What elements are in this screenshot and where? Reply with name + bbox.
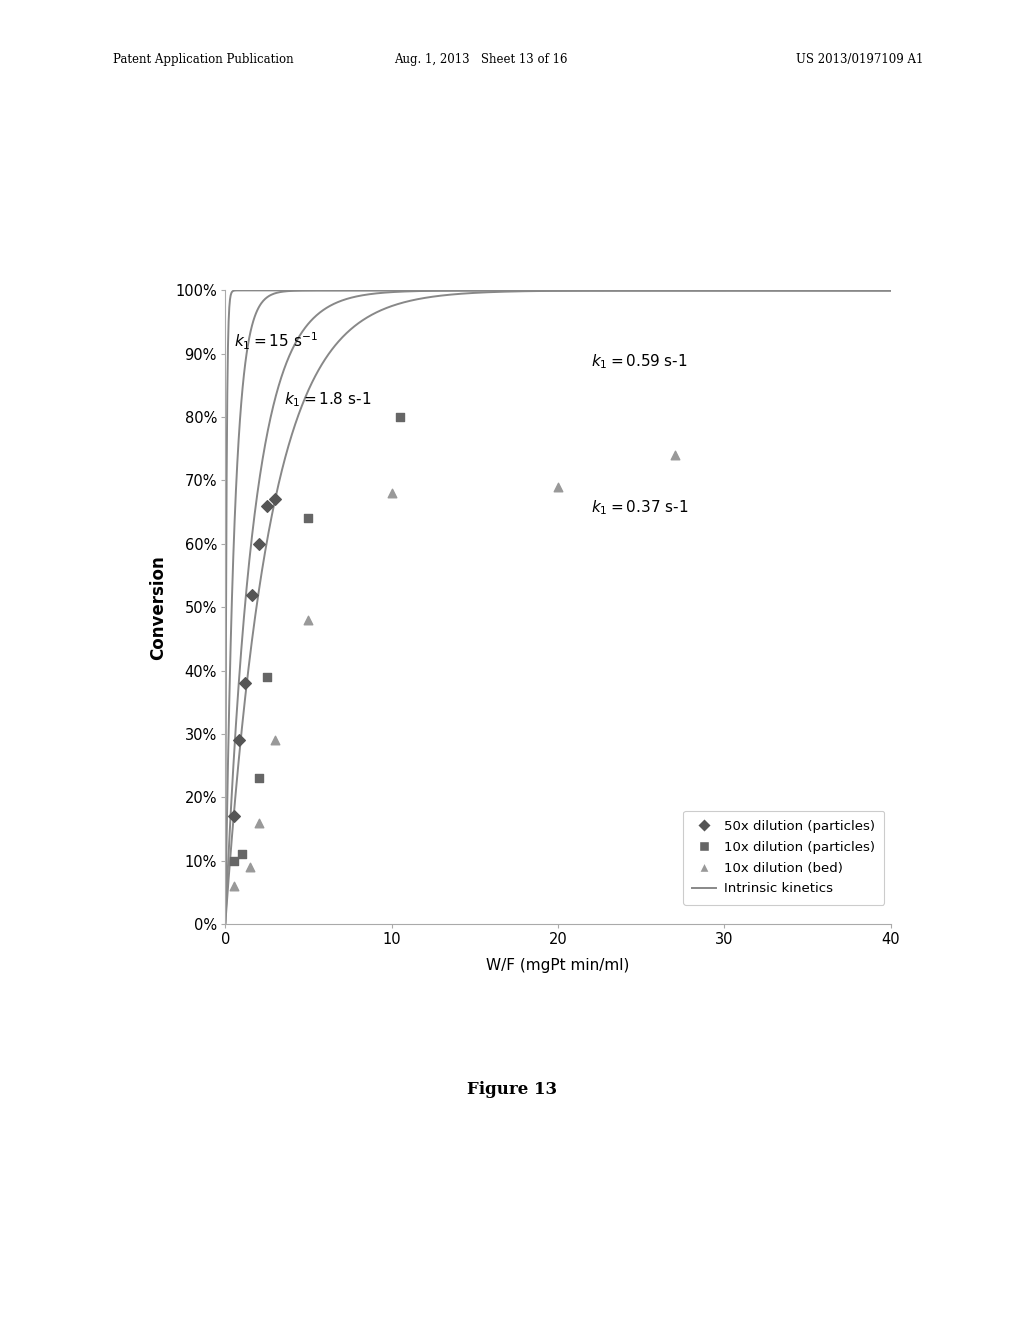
Point	[237, 673, 254, 694]
Point	[392, 407, 409, 428]
Text: Aug. 1, 2013   Sheet 13 of 16: Aug. 1, 2013 Sheet 13 of 16	[394, 53, 568, 66]
Point	[259, 667, 275, 688]
Point	[242, 857, 258, 878]
Point	[230, 730, 247, 751]
Point	[383, 483, 399, 504]
Text: $k_1 = 1.8\ \mathrm{s\text{-}1}$: $k_1 = 1.8\ \mathrm{s\text{-}1}$	[284, 391, 371, 409]
Point	[250, 533, 266, 554]
Text: US 2013/0197109 A1: US 2013/0197109 A1	[797, 53, 924, 66]
Point	[225, 875, 242, 896]
Point	[250, 812, 266, 833]
Text: $k_1 = 15\ \mathrm{s}^{-1}$: $k_1 = 15\ \mathrm{s}^{-1}$	[234, 331, 318, 352]
Point	[267, 730, 284, 751]
Point	[225, 805, 242, 826]
Point	[300, 610, 316, 631]
Point	[250, 768, 266, 789]
Text: $k_1 = 0.59\ \mathrm{s\text{-}1}$: $k_1 = 0.59\ \mathrm{s\text{-}1}$	[592, 352, 688, 371]
Point	[667, 445, 683, 466]
X-axis label: W/F (mgPt min/ml): W/F (mgPt min/ml)	[486, 958, 630, 973]
Point	[233, 843, 250, 865]
Point	[259, 495, 275, 516]
Point	[225, 850, 242, 871]
Text: Patent Application Publication: Patent Application Publication	[113, 53, 293, 66]
Point	[300, 508, 316, 529]
Legend: 50x dilution (particles), 10x dilution (particles), 10x dilution (bed), Intrinsi: 50x dilution (particles), 10x dilution (…	[683, 810, 885, 904]
Point	[267, 488, 284, 510]
Point	[244, 583, 260, 605]
Point	[550, 477, 566, 498]
Text: $k_1 = 0.37\ \mathrm{s\text{-}1}$: $k_1 = 0.37\ \mathrm{s\text{-}1}$	[592, 498, 689, 517]
Y-axis label: Conversion: Conversion	[148, 554, 167, 660]
Text: Figure 13: Figure 13	[467, 1081, 557, 1097]
